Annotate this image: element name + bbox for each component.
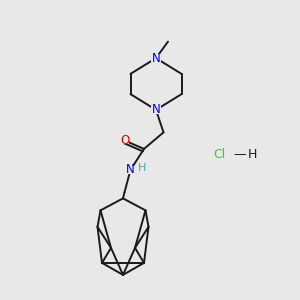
Text: N: N bbox=[126, 164, 135, 176]
Text: H: H bbox=[247, 148, 257, 161]
Text: O: O bbox=[120, 134, 129, 147]
Text: H: H bbox=[138, 164, 146, 173]
FancyBboxPatch shape bbox=[151, 54, 161, 62]
FancyBboxPatch shape bbox=[126, 166, 135, 174]
FancyBboxPatch shape bbox=[120, 136, 129, 144]
Text: N: N bbox=[152, 52, 160, 64]
Text: N: N bbox=[152, 103, 160, 116]
Text: Cl: Cl bbox=[213, 148, 225, 161]
Text: —: — bbox=[234, 148, 246, 161]
FancyBboxPatch shape bbox=[151, 106, 161, 114]
